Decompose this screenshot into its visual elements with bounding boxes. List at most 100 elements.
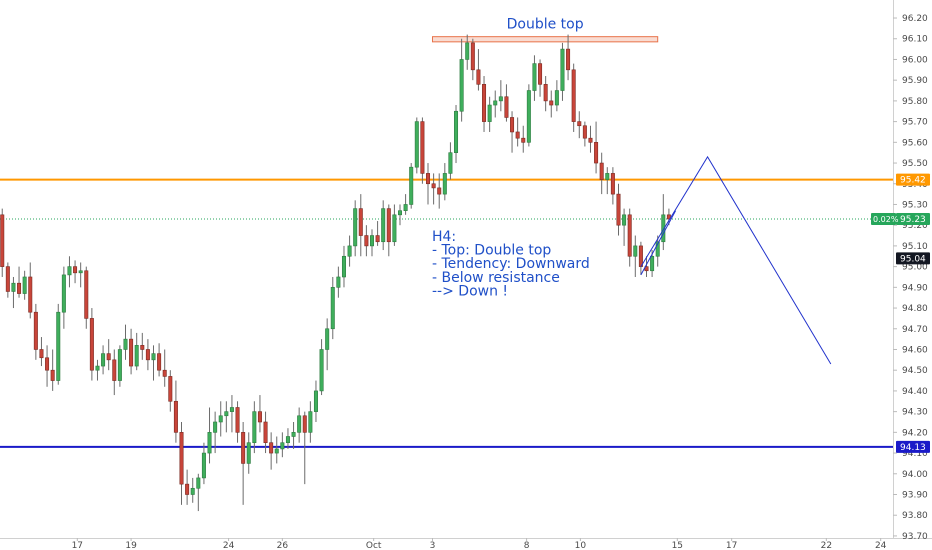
price-label: 95.23	[900, 215, 926, 225]
candle-body	[487, 104, 492, 122]
candle-body	[627, 214, 632, 257]
x-tick-label: 3	[430, 541, 436, 550]
candle-body	[28, 276, 33, 313]
candle-body	[61, 274, 66, 313]
candle-body	[17, 282, 22, 294]
candle-body	[291, 432, 296, 437]
candle-body	[510, 117, 515, 133]
price-label-bg	[896, 252, 930, 265]
candle-body	[633, 245, 638, 257]
candle-body	[117, 349, 122, 381]
y-tick-label: 94.60	[902, 345, 928, 355]
candle-body	[123, 338, 128, 350]
candle-body	[549, 100, 554, 106]
y-tick-label: 94.40	[902, 387, 928, 397]
candle-body	[168, 376, 173, 402]
candle-body	[442, 173, 447, 195]
candle-body	[50, 369, 55, 381]
candle-body	[280, 442, 285, 450]
candle-body	[470, 42, 475, 71]
price-label: 95.04	[900, 254, 926, 264]
double-top-zone	[431, 36, 659, 43]
candle-body	[369, 235, 374, 247]
x-tick-label: 15	[672, 541, 683, 550]
candle-body	[594, 142, 599, 164]
candle-body	[554, 90, 559, 106]
change-label: 0.02%	[873, 215, 899, 224]
candle-body	[330, 287, 335, 330]
projection-line	[640, 155, 832, 365]
annotation-line: - Below resistance	[432, 270, 560, 286]
candle-body	[375, 235, 380, 243]
candle-body	[313, 390, 318, 412]
y-tick-label: 95.30	[902, 200, 928, 210]
candle-body	[89, 318, 94, 371]
price-label-bg	[896, 212, 930, 225]
x-tick-label: 24	[223, 541, 235, 550]
candle-body	[140, 345, 145, 350]
y-tick-label: 95.10	[902, 242, 928, 252]
candle-body	[274, 448, 279, 454]
candle-body	[577, 121, 582, 127]
candle-body	[241, 432, 246, 464]
candle-body	[319, 349, 324, 392]
candle-body	[33, 311, 38, 350]
y-tick-label: 93.70	[902, 532, 928, 542]
candle-body	[134, 345, 139, 367]
candle-body	[285, 436, 290, 444]
candle-body	[532, 63, 537, 91]
candle-body	[95, 365, 100, 371]
candle-body	[347, 245, 352, 257]
candle-body	[151, 353, 156, 361]
y-tick-label: 95.20	[902, 221, 928, 231]
annotation-line: H4:	[432, 229, 456, 245]
candle-body	[381, 208, 386, 243]
y-tick-label: 93.80	[902, 511, 928, 521]
y-tick-label: 95.50	[902, 159, 928, 169]
y-tick-label: 95.80	[902, 97, 928, 107]
x-tick-label: 26	[277, 541, 289, 550]
candle-body	[196, 477, 201, 489]
y-tick-label: 94.30	[902, 408, 928, 418]
candle-body	[336, 276, 341, 288]
candle-body	[538, 63, 543, 85]
y-tick-label: 95.60	[902, 138, 928, 148]
candle-body	[605, 173, 610, 180]
candle-body	[213, 421, 218, 433]
candle-body	[112, 359, 117, 381]
candle-body	[403, 204, 408, 211]
candle-body	[22, 276, 27, 294]
candle-body	[493, 100, 498, 106]
double-top-label: Double top	[507, 17, 584, 33]
y-tick-label: 93.90	[902, 490, 928, 500]
candle-body	[482, 84, 487, 122]
candle-body	[504, 96, 509, 118]
candle-body	[84, 270, 89, 319]
candle-body	[661, 214, 666, 243]
y-tick-label: 95.70	[902, 118, 928, 128]
candle-body	[420, 121, 425, 174]
candle-body	[515, 131, 520, 139]
y-tick-label: 94.70	[902, 325, 928, 335]
candle-body	[302, 415, 307, 433]
candle-body	[358, 208, 363, 236]
candle-body	[448, 152, 453, 174]
candle-body	[526, 90, 531, 143]
y-tick-label: 94.20	[902, 428, 928, 438]
price-label-bg	[896, 173, 930, 186]
candle-body	[235, 407, 240, 433]
y-tick-label: 94.00	[902, 470, 928, 480]
candle-body	[353, 208, 358, 247]
candle-body	[56, 311, 61, 381]
candle-body	[437, 187, 442, 195]
price-label: 94.13	[900, 443, 926, 453]
candle-body	[638, 245, 643, 267]
candle-body	[179, 432, 184, 485]
candle-body	[145, 349, 150, 361]
candle-body	[190, 487, 195, 495]
candle-body	[571, 69, 576, 122]
candle-body	[308, 411, 313, 433]
x-tick-label: 17	[72, 541, 83, 550]
x-tick-label: 22	[821, 541, 832, 550]
